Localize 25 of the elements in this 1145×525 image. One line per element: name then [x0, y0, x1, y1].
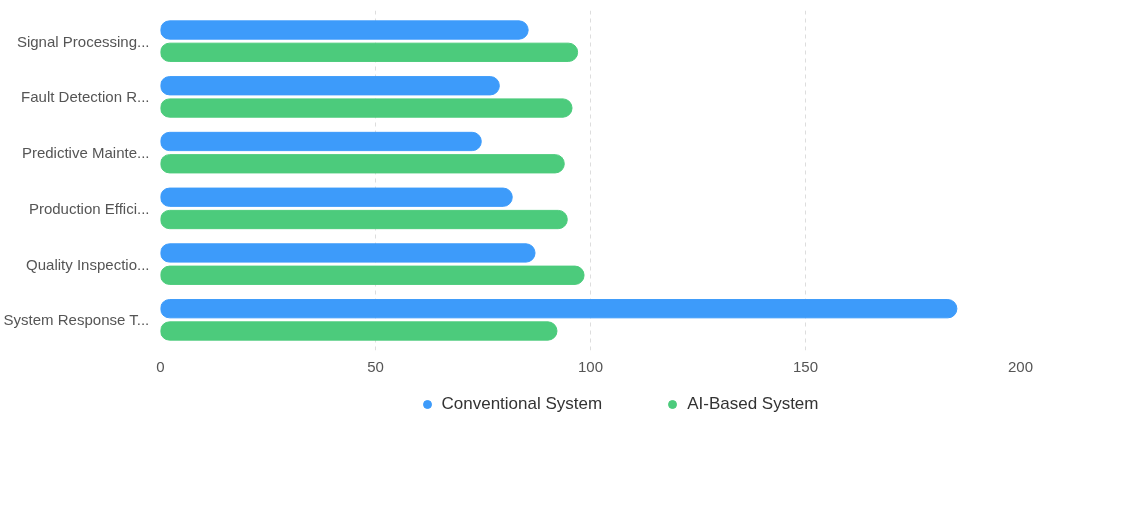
y-tick-label: Signal Processing... [16, 32, 150, 50]
bar [160, 321, 558, 341]
legend-label: AI-Based System [687, 394, 819, 414]
x-tick-label: 100 [577, 357, 604, 375]
y-tick-label: Production Effici... [28, 199, 150, 217]
bar [160, 209, 568, 230]
bar [160, 243, 536, 263]
bar [160, 265, 585, 285]
bar [160, 42, 579, 62]
bar [160, 98, 573, 118]
x-tick-label: 0 [156, 357, 165, 375]
bar [160, 20, 529, 40]
x-tick-label: 150 [792, 357, 819, 375]
bar [160, 299, 958, 319]
bar [160, 131, 482, 152]
bar [160, 154, 565, 174]
x-tick-label: 200 [1007, 357, 1034, 375]
y-tick-label: Predictive Mainte... [21, 144, 150, 162]
legend-label: Conventional System [441, 394, 603, 414]
y-tick-label: System Response T... [3, 311, 150, 329]
bar [160, 76, 500, 96]
y-tick-label: Fault Detection R... [21, 88, 150, 106]
x-tick-label: 50 [367, 357, 384, 375]
bar [160, 187, 513, 207]
y-tick-label: Quality Inspectio... [26, 255, 150, 273]
